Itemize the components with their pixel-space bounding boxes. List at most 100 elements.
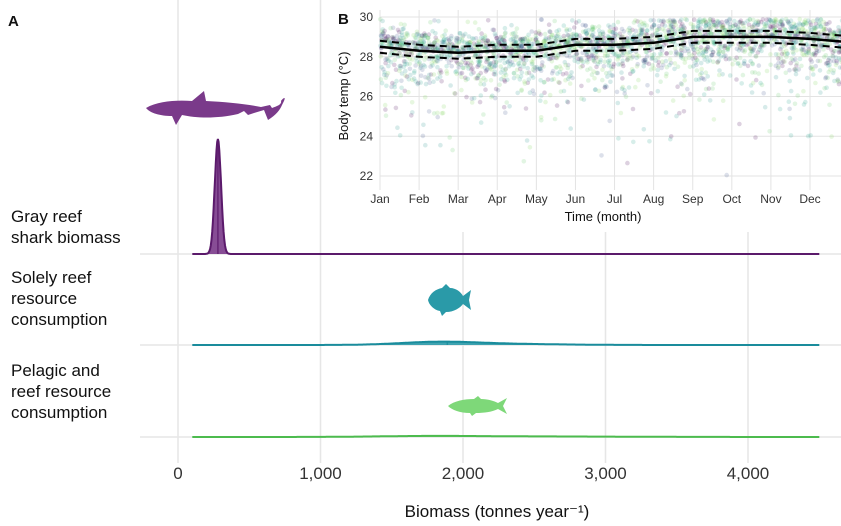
- scatter-point: [786, 99, 792, 104]
- scatter-point: [398, 37, 403, 42]
- scatter-point: [814, 49, 820, 54]
- scatter-point: [830, 70, 836, 76]
- scatter-point: [447, 135, 453, 140]
- scatter-point: [548, 34, 554, 40]
- scatter-point: [703, 19, 709, 25]
- scatter-point: [778, 56, 784, 61]
- scatter-point: [779, 60, 784, 65]
- panel-b-y-tick-label: 22: [360, 169, 374, 183]
- scatter-point: [610, 38, 616, 44]
- scatter-point: [413, 79, 419, 84]
- scatter-point: [705, 59, 710, 64]
- scatter-point: [773, 74, 779, 80]
- scatter-point: [737, 44, 743, 49]
- scatter-point: [461, 65, 466, 71]
- scatter-point: [810, 18, 816, 24]
- scatter-point: [454, 38, 459, 43]
- scatter-point: [431, 58, 437, 64]
- scatter-point: [678, 28, 684, 33]
- scatter-point: [595, 61, 600, 67]
- scatter-point: [745, 18, 750, 24]
- scatter-point: [476, 72, 481, 78]
- scatter-point: [582, 29, 588, 34]
- scatter-point: [502, 31, 508, 36]
- scatter-point: [726, 44, 731, 50]
- scatter-point: [742, 26, 747, 31]
- scatter-point: [606, 60, 612, 66]
- scatter-point: [706, 22, 712, 27]
- scatter-point: [813, 33, 818, 38]
- scatter-point: [447, 39, 453, 45]
- scatter-point: [787, 106, 792, 112]
- scatter-point: [695, 24, 701, 29]
- scatter-point: [621, 29, 627, 34]
- scatter-point: [727, 16, 732, 22]
- scatter-point: [779, 17, 785, 23]
- scatter-point: [592, 76, 597, 81]
- scatter-point: [437, 70, 442, 76]
- scatter-point: [427, 80, 433, 86]
- scatter-point: [682, 25, 687, 31]
- scatter-point: [785, 51, 790, 57]
- scatter-point: [803, 99, 808, 105]
- scatter-point: [607, 118, 612, 124]
- scatter-point: [699, 70, 704, 76]
- scatter-point: [776, 64, 781, 70]
- scatter-point: [771, 25, 776, 30]
- scatter-point: [716, 44, 722, 49]
- scatter-point: [688, 21, 694, 27]
- scatter-point: [394, 33, 400, 39]
- scatter-point: [608, 79, 613, 85]
- scatter-point: [764, 17, 769, 23]
- scatter-point: [753, 20, 759, 25]
- scatter-point: [531, 56, 536, 62]
- scatter-point: [465, 64, 471, 69]
- scatter-point: [533, 37, 539, 43]
- scatter-point: [555, 31, 561, 37]
- scatter-point: [494, 35, 499, 41]
- scatter-point: [425, 75, 431, 81]
- scatter-point: [714, 24, 719, 29]
- scatter-point: [471, 36, 476, 42]
- scatter-point: [643, 57, 648, 63]
- scatter-point: [804, 49, 809, 55]
- scatter-point: [422, 64, 428, 69]
- scatter-point: [700, 52, 705, 58]
- scatter-point: [498, 34, 504, 40]
- scatter-point: [750, 61, 755, 66]
- scatter-point: [485, 38, 491, 43]
- scatter-point: [607, 70, 612, 76]
- scatter-point: [434, 54, 440, 60]
- scatter-point: [748, 31, 753, 37]
- scatter-point: [584, 52, 590, 57]
- scatter-point: [701, 53, 707, 59]
- scatter-point: [620, 58, 625, 63]
- scatter-point: [551, 76, 557, 82]
- scatter-point: [712, 20, 717, 25]
- scatter-point: [578, 56, 584, 61]
- scatter-point: [611, 26, 617, 32]
- scatter-point: [715, 59, 720, 65]
- scatter-point: [400, 26, 405, 32]
- scatter-point: [591, 58, 597, 64]
- scatter-point: [678, 81, 684, 86]
- scatter-point: [560, 71, 566, 77]
- scatter-point: [498, 64, 504, 69]
- scatter-point: [383, 113, 389, 118]
- scatter-point: [725, 20, 730, 26]
- scatter-point: [411, 76, 417, 81]
- scatter-point: [399, 41, 405, 46]
- scatter-point: [493, 33, 498, 38]
- scatter-point: [454, 39, 460, 45]
- scatter-point: [507, 63, 512, 69]
- scatter-point: [427, 45, 433, 51]
- scatter-point: [569, 32, 575, 37]
- scatter-point: [509, 22, 514, 28]
- scatter-point: [680, 26, 685, 32]
- scatter-point: [524, 70, 530, 76]
- scatter-point: [690, 53, 695, 58]
- scatter-point: [452, 91, 458, 96]
- scatter-point: [536, 45, 542, 50]
- scatter-point: [421, 62, 426, 68]
